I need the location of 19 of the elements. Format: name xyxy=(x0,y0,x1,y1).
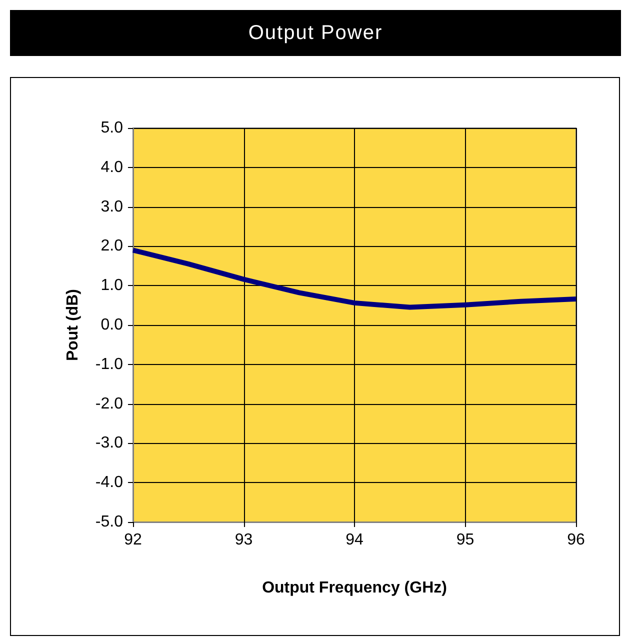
x-tick-label: 94 xyxy=(346,532,364,548)
y-tick-label: 5.0 xyxy=(100,120,124,136)
y-tick-label: -5.0 xyxy=(95,514,124,530)
x-tick-label: 92 xyxy=(124,532,142,548)
x-tick-label: 95 xyxy=(456,532,474,548)
y-tick-label: -3.0 xyxy=(95,434,124,452)
y-tick-label: -2.0 xyxy=(95,395,124,412)
x-tick-label: 96 xyxy=(567,532,585,548)
x-axis-title: Output Frequency (GHz) xyxy=(262,580,447,596)
y-tick-label: -1.0 xyxy=(95,356,124,373)
y-tick-label: 3.0 xyxy=(100,198,124,216)
chart-title: Output Power xyxy=(10,10,621,56)
y-tick-label: 4.0 xyxy=(100,158,124,176)
y-tick-label: 0.0 xyxy=(100,316,124,334)
y-tick-label: 2.0 xyxy=(100,238,124,255)
y-axis-title: Pout (dB) xyxy=(64,289,82,361)
y-tick-label: 1.0 xyxy=(100,277,124,294)
x-tick-label: 93 xyxy=(234,532,253,548)
y-tick-label: -4.0 xyxy=(95,474,124,492)
